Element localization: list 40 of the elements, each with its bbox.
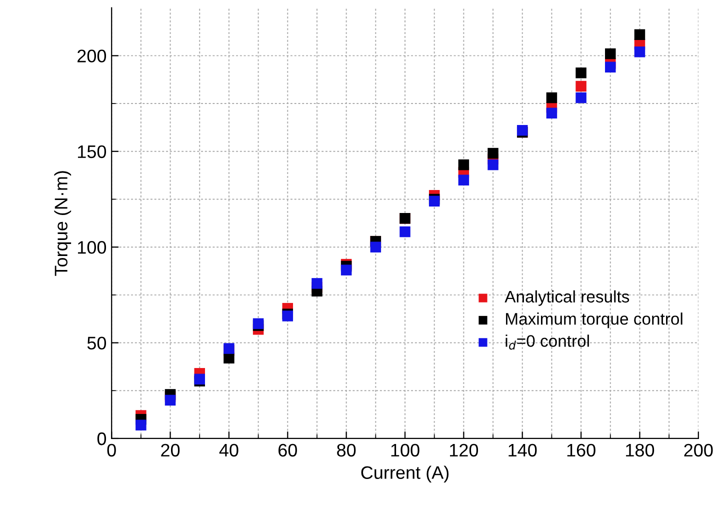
x-tick-label: 40 [219, 444, 238, 457]
point [312, 278, 322, 289]
y-tick-label: 200 [78, 50, 106, 62]
y-tick-label: 150 [78, 145, 106, 158]
point [576, 92, 586, 104]
point [458, 159, 470, 170]
point [634, 29, 646, 40]
legend-label: Analytical results [504, 290, 630, 306]
point [458, 174, 470, 186]
x-tick-label: 160 [567, 444, 596, 457]
point [488, 148, 498, 159]
x-tick-label: 100 [391, 444, 420, 457]
point [164, 394, 176, 406]
point [136, 420, 146, 430]
point [634, 46, 646, 58]
y-tick-label: 50 [87, 336, 106, 350]
x-tick-label: 20 [161, 444, 180, 457]
x-axis-title: Current (A) [361, 466, 449, 483]
legend-label: i$_{d}$=0 control [506, 334, 589, 350]
point [576, 68, 586, 78]
x-tick-label: 200 [684, 444, 713, 457]
x-tick-label: 60 [278, 444, 297, 457]
y-tick-label: 100 [78, 241, 106, 254]
x-tick-label: 180 [626, 444, 654, 457]
point [546, 92, 558, 104]
x-tick-label: 140 [508, 444, 537, 457]
point [488, 159, 498, 170]
point [576, 80, 586, 92]
point [340, 264, 352, 276]
x-tick-label: 0 [107, 444, 116, 457]
y-tick-label: 0 [97, 432, 106, 446]
point [370, 242, 382, 252]
y-axis-title: Torque (N·m) [54, 171, 72, 276]
x-tick-label: 120 [450, 444, 478, 457]
legend-label: Maximum torque control [506, 312, 682, 328]
point [605, 62, 616, 73]
point [400, 226, 410, 238]
point [546, 108, 558, 118]
x-tick-label: 80 [337, 444, 356, 457]
point [605, 48, 616, 60]
